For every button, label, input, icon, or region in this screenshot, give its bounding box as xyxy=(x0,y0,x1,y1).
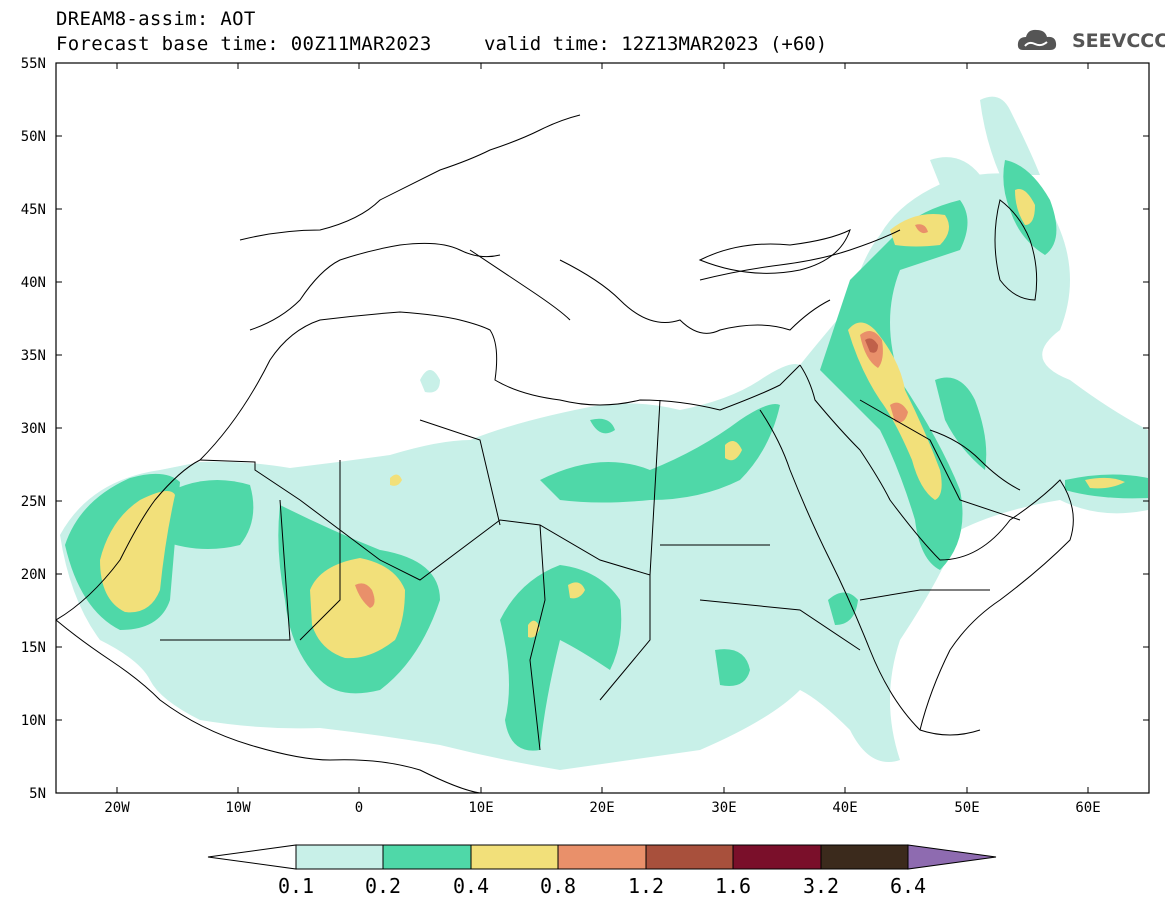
lat-label: 40N xyxy=(21,275,46,291)
lon-label: 60E xyxy=(1075,800,1100,816)
logo-text: SEEVCCC xyxy=(1072,30,1165,52)
lon-axis xyxy=(116,63,1089,793)
map-title: DREAM8-assim: AOT xyxy=(56,8,256,30)
cloud-logo-icon xyxy=(1017,29,1057,50)
colorbar-label: 1.2 xyxy=(628,874,664,898)
lon-label: 50E xyxy=(954,800,979,816)
colorbar-label: 0.8 xyxy=(540,874,576,898)
lat-label: 45N xyxy=(21,202,46,218)
colorbar-label: 6.4 xyxy=(890,874,926,898)
lat-label: 30N xyxy=(21,421,46,437)
valid-time: valid time: 12Z13MAR2023 (+60) xyxy=(484,33,828,55)
colorbar-label: 1.6 xyxy=(715,874,751,898)
lat-label: 5N xyxy=(29,786,46,802)
colorbar-label: 0.4 xyxy=(453,874,489,898)
lat-label: 35N xyxy=(21,348,46,364)
lat-axis xyxy=(56,62,1149,721)
lon-label: 30E xyxy=(711,800,736,816)
colorbar-label: 0.2 xyxy=(365,874,401,898)
colorbar-label: 0.1 xyxy=(278,874,314,898)
lat-label: 50N xyxy=(21,129,46,145)
lon-label: 20W xyxy=(104,800,130,816)
lon-label: 0 xyxy=(355,800,363,816)
colorbar-segment xyxy=(732,844,822,870)
colorbar-segment xyxy=(470,844,559,870)
colorbar xyxy=(207,844,997,870)
lon-label: 20E xyxy=(589,800,614,816)
colorbar-segment xyxy=(382,844,472,870)
aot-field xyxy=(60,96,1148,771)
lon-label: 40E xyxy=(832,800,857,816)
forecast-base-time: Forecast base time: 00Z11MAR2023 xyxy=(56,33,432,55)
colorbar-over-triangle xyxy=(907,844,997,870)
lon-label: 10W xyxy=(225,800,251,816)
colorbar-segment xyxy=(820,844,909,870)
lon-label: 10E xyxy=(468,800,493,816)
colorbar-label: 3.2 xyxy=(803,874,839,898)
coastlines xyxy=(56,114,1074,793)
colorbar-segment xyxy=(295,844,384,870)
lat-label: 15N xyxy=(21,640,46,656)
colorbar-segment xyxy=(557,844,647,870)
colorbar-segment xyxy=(645,844,734,870)
lat-label: 20N xyxy=(21,567,46,583)
lat-label: 55N xyxy=(21,56,46,72)
lat-label: 10N xyxy=(21,713,46,729)
colorbar-under-triangle xyxy=(207,844,297,870)
lat-label: 25N xyxy=(21,494,46,510)
